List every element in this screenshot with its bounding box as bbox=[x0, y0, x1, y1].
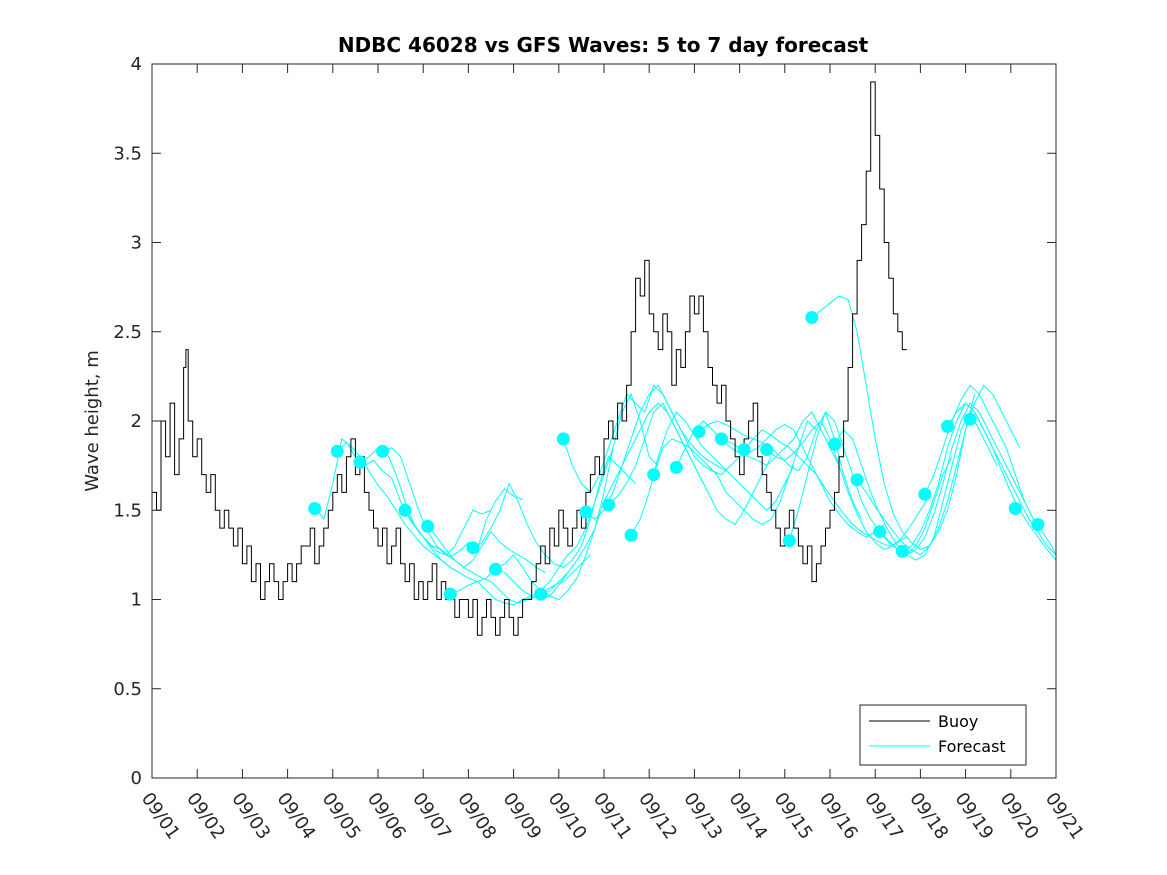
forecast-point bbox=[556, 432, 570, 446]
forecast-line-8 bbox=[495, 392, 659, 601]
forecast-point bbox=[489, 562, 502, 576]
forecast-point bbox=[918, 487, 932, 501]
y-tick-label: 1.5 bbox=[113, 500, 142, 521]
legend-forecast-label: Forecast bbox=[938, 737, 1006, 756]
legend-buoy-label: Buoy bbox=[938, 712, 978, 731]
y-tick-label: 0.5 bbox=[113, 679, 142, 700]
forecast-point bbox=[850, 473, 864, 487]
forecast-point bbox=[1008, 502, 1022, 515]
forecast-point bbox=[805, 311, 819, 324]
forecast-point bbox=[466, 541, 480, 555]
forecast-line-21 bbox=[811, 295, 976, 551]
forecast-point bbox=[828, 437, 841, 451]
forecast-point bbox=[737, 443, 751, 457]
forecast-point bbox=[941, 419, 954, 433]
forecast-point bbox=[715, 432, 728, 446]
forecast-point bbox=[579, 505, 593, 519]
forecast-line-19 bbox=[766, 420, 930, 551]
forecast-point bbox=[760, 443, 774, 457]
forecast-point bbox=[647, 468, 661, 482]
legend: Buoy Forecast bbox=[859, 704, 1027, 766]
forecast-point bbox=[1031, 518, 1045, 531]
y-tick-label: 4 bbox=[131, 54, 142, 75]
forecast-line-23 bbox=[856, 384, 1021, 556]
y-axis-label: Wave height, m bbox=[82, 350, 103, 491]
legend-box bbox=[859, 704, 1027, 766]
forecast-point bbox=[669, 460, 683, 474]
forecast-point bbox=[782, 534, 796, 548]
forecast-line-20 bbox=[788, 411, 953, 556]
forecast-line-14 bbox=[653, 420, 817, 526]
forecast-point bbox=[895, 544, 909, 558]
forecast-point bbox=[602, 498, 615, 512]
forecast-line-18 bbox=[743, 429, 908, 547]
chart-title: NDBC 46028 vs GFS Waves: 5 to 7 day fore… bbox=[338, 33, 869, 57]
forecast-line-15 bbox=[675, 411, 840, 468]
forecast-point bbox=[330, 444, 344, 458]
forecast-point bbox=[376, 444, 389, 458]
forecast-point bbox=[624, 528, 638, 542]
forecast-line-27 bbox=[947, 402, 1056, 561]
y-tick-label: 2.5 bbox=[113, 322, 142, 343]
forecast-point bbox=[692, 425, 706, 439]
forecast-line-22 bbox=[834, 410, 998, 561]
forecast-point bbox=[963, 412, 977, 426]
forecast-point bbox=[353, 455, 367, 469]
forecast-line-7 bbox=[472, 455, 636, 568]
buoy-line bbox=[152, 81, 907, 636]
forecast-line-13 bbox=[630, 411, 795, 536]
forecast-point bbox=[873, 525, 887, 539]
y-tick-label: 2 bbox=[131, 411, 142, 432]
forecast-point bbox=[534, 587, 548, 601]
forecast-point bbox=[398, 503, 412, 517]
forecast-point bbox=[443, 587, 457, 601]
y-tick-label: 0 bbox=[131, 768, 142, 789]
forecast-point bbox=[308, 502, 322, 515]
forecast-point bbox=[421, 519, 435, 533]
y-tick-label: 1 bbox=[131, 590, 142, 611]
forecast-line-11 bbox=[585, 384, 749, 520]
plot-area bbox=[152, 81, 1056, 636]
y-tick-label: 3 bbox=[131, 233, 142, 254]
y-tick-label: 3.5 bbox=[113, 143, 142, 164]
